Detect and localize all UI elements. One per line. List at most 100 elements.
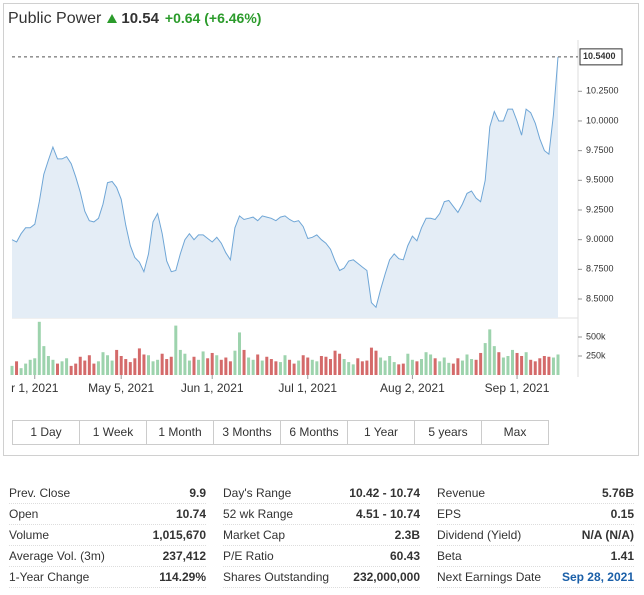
volume-bar: [28, 359, 32, 375]
volume-bar: [474, 359, 478, 375]
stat-label: Revenue: [437, 486, 486, 500]
volume-bar: [365, 360, 369, 375]
volume-bar: [233, 350, 237, 375]
volume-bar: [497, 352, 501, 375]
volume-bar: [115, 349, 119, 375]
volume-bar: [33, 358, 37, 375]
volume-bar: [369, 347, 373, 375]
range-button[interactable]: 1 Day: [13, 421, 80, 444]
volume-bar: [401, 363, 405, 375]
volume-bar: [483, 343, 487, 375]
stat-label: EPS: [437, 507, 462, 521]
volume-bar: [551, 357, 555, 375]
volume-bar: [351, 364, 355, 375]
volume-bar: [69, 365, 73, 375]
volume-bar: [78, 356, 82, 375]
volume-bar: [547, 356, 551, 375]
stat-value: 1,015,670: [152, 528, 206, 542]
volume-bar: [360, 361, 364, 375]
stat-label: 52 wk Range: [223, 507, 294, 521]
stat-value: 114.29%: [159, 570, 206, 584]
range-buttons: 1 Day 1 Week 1 Month 3 Months 6 Months 1 Year…: [12, 420, 549, 445]
stat-label: 1-Year Change: [9, 570, 90, 584]
volume-bar: [269, 359, 273, 375]
volume-bar: [329, 359, 332, 375]
stat-value: N/A (N/A): [581, 528, 634, 542]
stat-label: P/E Ratio: [223, 549, 274, 563]
stats-column: Day's Range 10.42 - 10.74 52 wk Range 4.51 …: [223, 483, 420, 588]
volume-bar: [133, 358, 137, 375]
volume-bar: [165, 359, 169, 375]
volume-bar: [60, 361, 64, 375]
volume-bar: [319, 356, 323, 375]
volume-bar: [51, 359, 55, 375]
volume-bar: [515, 352, 519, 375]
stat-row: P/E Ratio 60.43: [223, 546, 420, 567]
stat-value: 237,412: [162, 549, 206, 563]
volume-bar: [37, 321, 41, 375]
volume-bar: [415, 361, 419, 375]
volume-tick-label: 250k: [586, 350, 606, 360]
volume-bar: [101, 352, 105, 375]
volume-bar: [260, 360, 264, 375]
last-price-label: 10.5400: [583, 51, 616, 61]
volume-bar: [106, 355, 110, 375]
range-button[interactable]: 1 Week: [80, 421, 147, 444]
stat-value: 10.74: [175, 507, 206, 521]
volume-bar: [397, 364, 401, 375]
stat-row: 52 wk Range 4.51 - 10.74: [223, 504, 420, 525]
volume-bar: [228, 361, 232, 375]
volume-bar: [242, 349, 246, 375]
quote-header: Public Power 10.54 +0.64 (+6.46%): [8, 10, 261, 28]
y-tick-label: 9.7500: [586, 145, 614, 155]
volume-bar: [374, 350, 378, 375]
x-tick-label: May 5, 2021: [88, 381, 154, 395]
range-button[interactable]: 1 Month: [147, 421, 214, 444]
stat-value: 0.15: [610, 507, 634, 521]
range-button[interactable]: 1 Year: [348, 421, 415, 444]
volume-bar: [506, 356, 510, 375]
y-tick-label: 9.2500: [586, 204, 614, 214]
stat-value: 10.42 - 10.74: [349, 486, 420, 500]
volume-bar: [356, 358, 360, 375]
volume-bar: [383, 360, 387, 375]
volume-bar: [219, 359, 223, 375]
stat-row: Revenue 5.76B: [437, 483, 634, 504]
volume-bar: [215, 355, 219, 375]
x-tick-label: Aug 2, 2021: [380, 381, 445, 395]
volume-bar: [429, 354, 433, 375]
volume-bar: [278, 362, 282, 375]
volume-bar: [292, 363, 296, 375]
stat-row: Day's Range 10.42 - 10.74: [223, 483, 420, 504]
volume-bar: [274, 361, 278, 375]
volume-bar: [19, 368, 23, 375]
stat-value: 9.9: [189, 486, 206, 500]
volume-bar: [238, 332, 241, 375]
volume-bar: [406, 353, 410, 375]
stat-row: Market Cap 2.3B: [223, 525, 420, 546]
volume-bar: [288, 359, 292, 375]
range-button[interactable]: 3 Months: [214, 421, 281, 444]
range-button[interactable]: 6 Months: [281, 421, 348, 444]
volume-tick-label: 500k: [586, 331, 606, 341]
y-tick-label: 10.0000: [586, 115, 619, 125]
volume-bar: [433, 358, 437, 375]
range-button[interactable]: 5 years: [415, 421, 482, 444]
volume-bar: [342, 359, 346, 375]
volume-bar: [556, 354, 560, 375]
volume-bar: [169, 356, 173, 375]
volume-bar: [10, 365, 14, 375]
stat-label: Average Vol. (3m): [9, 549, 105, 563]
y-tick-label: 10.2500: [586, 86, 619, 96]
volume-bar: [265, 356, 269, 375]
stat-value: 5.76B: [601, 486, 634, 500]
range-button[interactable]: Max: [503, 425, 527, 439]
stat-label: Volume: [9, 528, 50, 542]
up-arrow: [107, 14, 118, 23]
chart-panel: [3, 3, 639, 456]
y-tick-label: 8.7500: [586, 264, 614, 274]
stat-label: Day's Range: [223, 486, 292, 500]
volume-bar: [110, 360, 114, 375]
volume-bar: [410, 359, 414, 375]
